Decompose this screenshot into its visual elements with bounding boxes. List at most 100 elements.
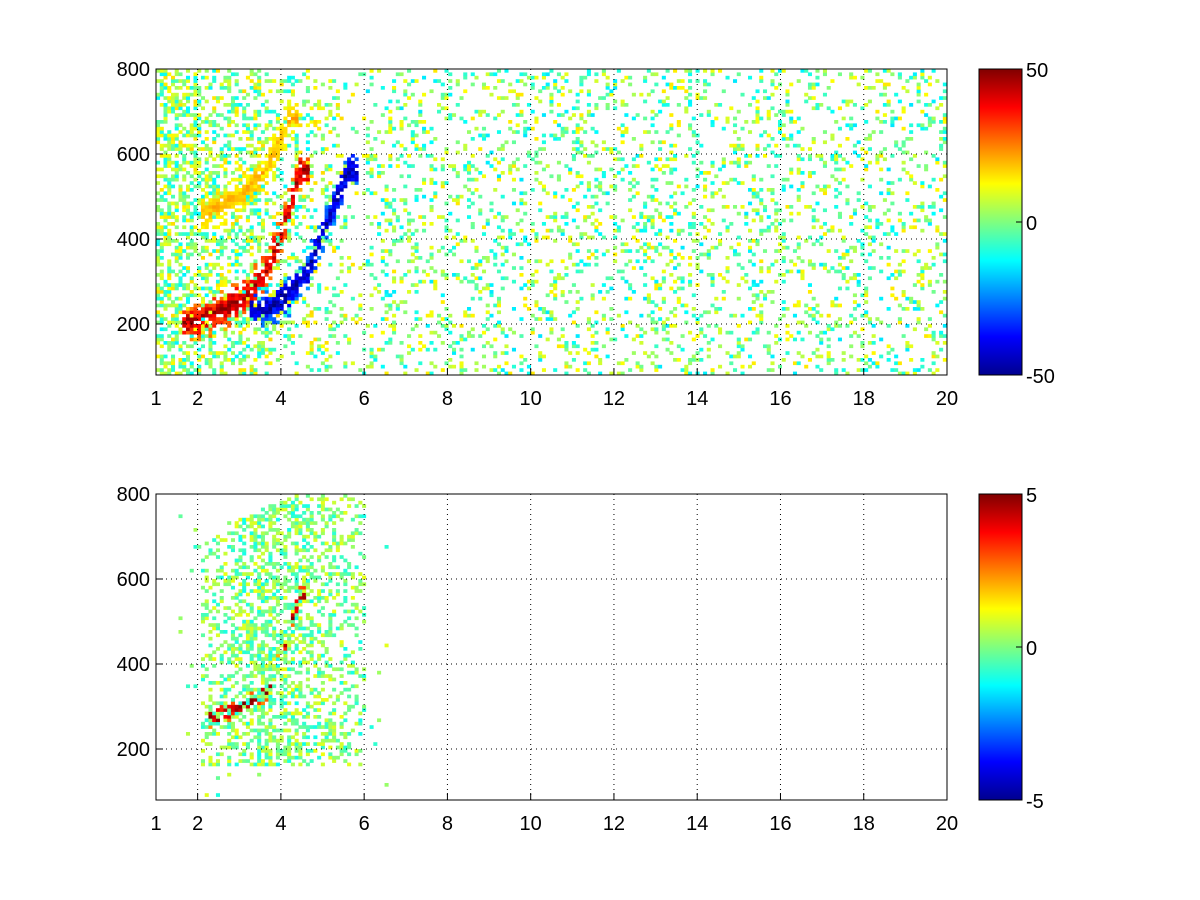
top-heatmap-cell	[425, 324, 430, 328]
top-heatmap-cell	[339, 154, 344, 158]
top-heatmap-cell	[845, 198, 850, 202]
top-heatmap-cell	[234, 296, 239, 301]
top-heatmap-cell	[369, 347, 374, 352]
top-heatmap-cell	[234, 188, 239, 192]
top-heatmap-cell	[230, 344, 235, 349]
top-heatmap-cell	[762, 296, 768, 301]
top-heatmap-cell	[538, 334, 543, 338]
top-heatmap-cell	[864, 150, 869, 155]
top-heatmap-cell	[628, 283, 633, 287]
top-heatmap-cell	[279, 222, 284, 226]
top-heatmap-cell	[324, 205, 329, 209]
top-heatmap-cell	[380, 113, 385, 117]
top-heatmap-cell	[219, 239, 224, 243]
top-heatmap-cell	[350, 177, 355, 182]
bottom-heatmap-cell	[219, 657, 224, 661]
top-heatmap-cell	[257, 92, 262, 97]
top-heatmap-cell	[200, 96, 206, 100]
top-heatmap-cell	[279, 242, 284, 247]
top-heatmap-cell	[429, 371, 434, 376]
top-heatmap-cell	[695, 150, 700, 155]
top-heatmap-cell	[418, 256, 423, 260]
top-heatmap-cell	[332, 191, 337, 196]
top-heatmap-cell	[204, 276, 209, 281]
top-heatmap-cell	[845, 286, 850, 291]
top-heatmap-cell	[272, 150, 277, 155]
top-heatmap-cell	[463, 167, 468, 172]
top-heatmap-cell	[942, 215, 947, 219]
top-heatmap-cell	[260, 307, 265, 311]
top-heatmap-cell	[785, 137, 790, 141]
top-heatmap-cell	[583, 147, 588, 151]
top-heatmap-cell	[496, 296, 502, 301]
top-heatmap-cell	[733, 249, 738, 253]
top-heatmap-cell	[238, 290, 243, 294]
top-heatmap-cell	[519, 92, 524, 97]
top-heatmap-cell	[455, 103, 460, 107]
top-heatmap-cell	[290, 116, 295, 121]
top-heatmap-cell	[474, 276, 479, 281]
top-heatmap-cell	[658, 364, 663, 369]
top-heatmap-cell	[463, 120, 468, 124]
top-heatmap-cell	[635, 249, 640, 253]
top-heatmap-cell	[669, 310, 674, 315]
top-heatmap-cell	[654, 327, 659, 332]
top-heatmap-cell	[215, 205, 220, 209]
top-heatmap-cell	[931, 337, 936, 342]
bottom-heatmap-cell	[208, 630, 213, 634]
bottom-heatmap-cell	[215, 721, 220, 726]
top-heatmap-cell	[508, 126, 513, 131]
top-heatmap-cell	[631, 184, 636, 189]
top-heatmap-cell	[665, 317, 670, 321]
top-heatmap-cell	[575, 368, 580, 372]
top-heatmap-cell	[238, 330, 243, 335]
top-heatmap-cell	[856, 358, 861, 362]
top-heatmap-cell	[395, 307, 400, 311]
top-heatmap-cell	[909, 130, 914, 134]
top-heatmap-cell	[939, 194, 944, 199]
top-heatmap-cell	[860, 157, 865, 162]
bottom-heatmap-cell	[200, 725, 206, 729]
top-heatmap-cell	[305, 313, 310, 318]
top-heatmap-cell	[320, 232, 325, 236]
top-heatmap-cell	[260, 177, 265, 182]
top-heatmap-cell	[290, 283, 295, 287]
top-heatmap-cell	[837, 211, 842, 216]
top-heatmap-cell	[369, 334, 374, 338]
top-heatmap-cell	[691, 307, 696, 311]
top-heatmap-cell	[313, 208, 318, 213]
top-heatmap-cell	[452, 347, 457, 352]
top-heatmap-cell	[215, 351, 220, 355]
top-heatmap-cell	[309, 344, 314, 349]
bottom-heatmap-cell	[212, 701, 217, 706]
top-heatmap-cell	[676, 123, 681, 128]
top-heatmap-cell	[703, 194, 708, 199]
top-heatmap-cell	[358, 266, 363, 270]
top-heatmap-cell	[230, 341, 235, 345]
top-heatmap-cell	[905, 347, 910, 352]
top-heatmap-cell	[766, 109, 771, 114]
top-heatmap-cell	[343, 361, 348, 366]
top-heatmap-cell	[867, 147, 872, 151]
top-heatmap-cell	[931, 154, 936, 158]
top-heatmap-cell	[212, 341, 217, 345]
top-heatmap-cell	[714, 307, 719, 311]
top-heatmap-cell	[673, 279, 678, 284]
top-heatmap-cell	[410, 218, 415, 223]
top-heatmap-cell	[549, 327, 554, 332]
top-heatmap-cell	[260, 344, 265, 349]
top-heatmap-cell	[309, 313, 314, 318]
bottom-heatmap-cell	[204, 579, 209, 583]
top-heatmap-cell	[710, 276, 715, 281]
top-heatmap-cell	[669, 286, 674, 291]
top-heatmap-cell	[545, 293, 550, 298]
top-heatmap-cell	[324, 116, 329, 121]
top-heatmap-cell	[493, 72, 498, 77]
bottom-heatmap-cell	[234, 602, 239, 607]
top-heatmap-cell	[227, 82, 232, 87]
top-heatmap-cell	[556, 228, 561, 233]
top-heatmap-cell	[590, 296, 595, 301]
top-heatmap-cell	[916, 218, 921, 223]
top-heatmap-cells	[156, 69, 948, 376]
top-heatmap-cell	[609, 150, 614, 155]
